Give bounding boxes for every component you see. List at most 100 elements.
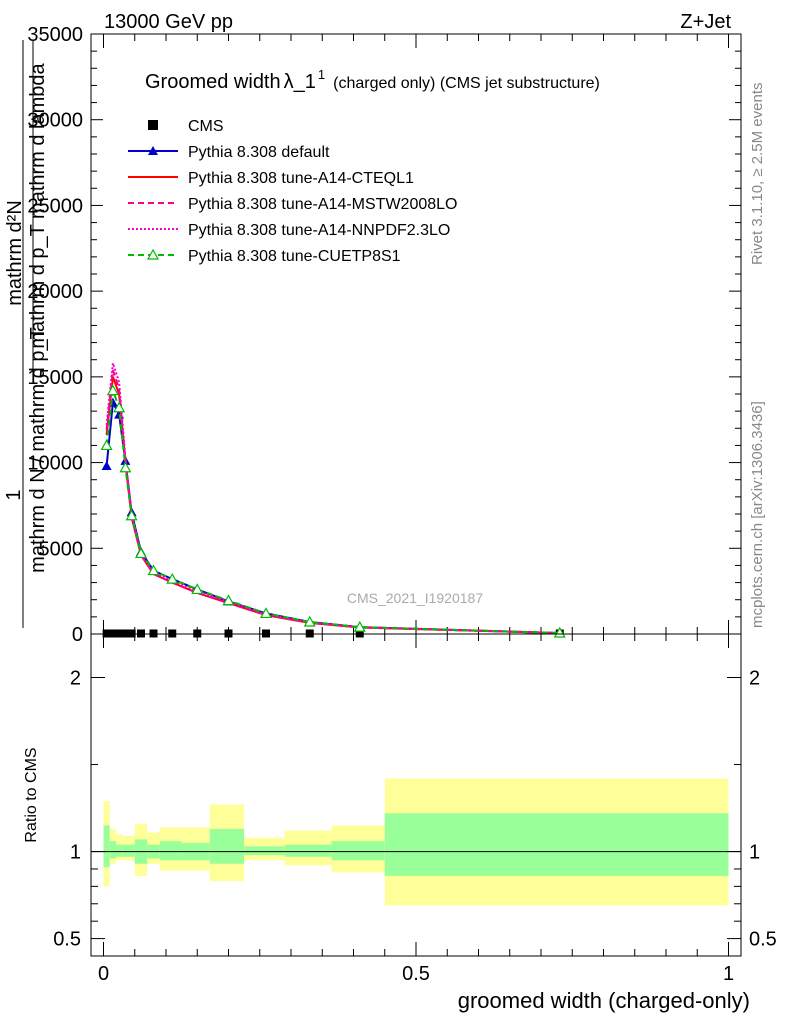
legend-label: Pythia 8.308 tune-CUETP8S1: [188, 248, 401, 265]
series-3: [105, 369, 560, 635]
legend-marker: [148, 146, 158, 155]
main-y-tick-label: 35000: [27, 24, 83, 46]
chart-title-tail: (charged only) (CMS jet substructure): [333, 75, 600, 92]
ratio-band-stat: [244, 846, 285, 856]
main-panel: 0 5000 10000 15000 20000 25000 30000 35000 CMS_…: [3, 24, 742, 646]
series-marker: [101, 461, 112, 470]
ratio-y-tick-label: 1: [70, 842, 81, 864]
legend-entry: Pythia 8.308 default: [128, 144, 330, 161]
x-axis-label: groomed width (charged-only): [458, 988, 750, 1013]
ratio-y-label: Ratio to CMS: [23, 747, 40, 842]
series-line: [105, 369, 560, 635]
series-1: [101, 397, 565, 637]
y-label-one: 1: [3, 489, 25, 500]
ratio-band-stat: [384, 813, 729, 876]
series-marker: [259, 607, 273, 619]
header-beam-label: 13000 GeV pp: [104, 11, 233, 33]
series-marker: [119, 461, 132, 473]
chart-title-main: Groomed width: [145, 71, 281, 93]
cms-data-point: [224, 629, 233, 638]
series-line: [105, 362, 560, 635]
cms-data-point: [121, 629, 130, 638]
ratio-band-stat: [284, 844, 332, 857]
series-marker: [303, 615, 316, 627]
cms-data-point: [305, 629, 314, 638]
series-marker: [191, 583, 204, 595]
series-marker: [166, 572, 179, 584]
legend-entry: Pythia 8.308 tune-CUETP8S1: [128, 248, 401, 265]
main-y-tick-label: 0: [72, 624, 83, 646]
series-marker: [113, 401, 126, 413]
cms-data-point: [102, 629, 111, 638]
rivet-label: Rivet 3.1.10, ≥ 2.5M events: [749, 83, 766, 266]
y-label-numerator: mathrm d²N: [4, 200, 26, 306]
legend-entry: CMS: [148, 118, 224, 135]
legend-entry: Pythia 8.308 tune-A14-MSTW2008LO: [128, 196, 457, 213]
cms-data-point: [137, 629, 145, 638]
series-marker: [106, 384, 119, 396]
chart-title-lambda: λ_1: [284, 71, 316, 93]
chart-title-sup: 1: [318, 67, 325, 82]
ratio-band-stat: [122, 844, 135, 857]
ratio-band-stat: [209, 828, 245, 864]
series-marker: [147, 564, 160, 576]
legend-label: CMS: [188, 118, 224, 135]
cms-data-point: [108, 629, 117, 638]
cms-data-point: [193, 629, 202, 638]
ratio-y-tick-label-right: 0.5: [749, 929, 777, 951]
ratio-x-tick-label: 0: [98, 963, 109, 985]
series-marker: [100, 439, 113, 451]
series-line: [105, 390, 560, 634]
main-y-tick-label: 30000: [27, 110, 83, 132]
y-label-numerator-sub: mathrm d p_T mathrm d lambda: [27, 62, 49, 348]
legend-entry: Pythia 8.308 tune-A14-NNPDF2.3LO: [128, 222, 450, 239]
main-y-axis: 0 5000 10000 15000 20000 25000 30000 35000: [27, 24, 741, 646]
series-5: [100, 384, 566, 638]
ratio-x-tick-label: 1: [723, 963, 734, 985]
legend-label: Pythia 8.308 tune-A14-MSTW2008LO: [188, 196, 457, 213]
series-marker: [125, 509, 138, 521]
series-marker: [222, 594, 235, 606]
main-y-tick-label: 20000: [27, 281, 83, 303]
ratio-band-stat: [109, 841, 116, 859]
cms-data-point: [115, 629, 124, 638]
cms-data-point: [127, 629, 136, 638]
watermark: CMS_2021_I1920187: [347, 590, 483, 606]
ratio-x-axis: 0 0.5 1: [98, 634, 734, 985]
ratio-y-tick-label: 2: [70, 668, 81, 690]
ratio-y-tick-label: 0.5: [53, 929, 81, 951]
series-line: [105, 376, 560, 635]
ratio-y-axis: 0.5 0.5 1 1 2 2: [53, 668, 777, 951]
main-y-tick-label: 15000: [27, 367, 83, 389]
main-y-tick-label: 10000: [27, 453, 83, 475]
mcplots-label: mcplots.cern.ch [arXiv:1306.3436]: [749, 401, 766, 628]
series-4: [105, 362, 560, 635]
ratio-band-stat: [116, 844, 123, 857]
chart-title: Groomed width λ_1 1 (charged only) (CMS jet…: [145, 67, 600, 93]
legend-marker: [146, 248, 160, 260]
series-marker: [134, 547, 148, 559]
series-line: [105, 399, 560, 634]
legend-label: Pythia 8.308 default: [188, 144, 330, 161]
series-2: [105, 376, 560, 635]
ratio-band-stat: [331, 841, 385, 861]
ratio-y-tick-label-right: 1: [749, 842, 760, 864]
legend-label: Pythia 8.308 tune-A14-NNPDF2.3LO: [188, 222, 450, 239]
header-process-label: Z+Jet: [680, 11, 731, 33]
ratio-x-tick-label: 0.5: [402, 963, 430, 985]
legend: CMS Pythia 8.308 default Pythia 8.308 tune…: [128, 118, 457, 265]
series-marker: [353, 620, 366, 632]
legend-entry: Pythia 8.308 tune-A14-CTEQL1: [128, 170, 414, 187]
ratio-y-tick-label-right: 2: [749, 668, 760, 690]
ratio-bands: [103, 778, 729, 906]
main-y-label: 1 mathrm d²N mathrm d p_T mathrm d lambd…: [3, 40, 49, 628]
cms-data-point: [149, 629, 158, 638]
main-series: [100, 362, 566, 638]
legend-label: Pythia 8.308 tune-A14-CTEQL1: [188, 170, 414, 187]
cms-data-point: [168, 629, 177, 638]
ratio-band-stat: [103, 825, 110, 868]
main-y-tick-label: 25000: [27, 195, 83, 217]
cms-data-point: [355, 629, 364, 638]
cms-data-point: [262, 629, 270, 638]
